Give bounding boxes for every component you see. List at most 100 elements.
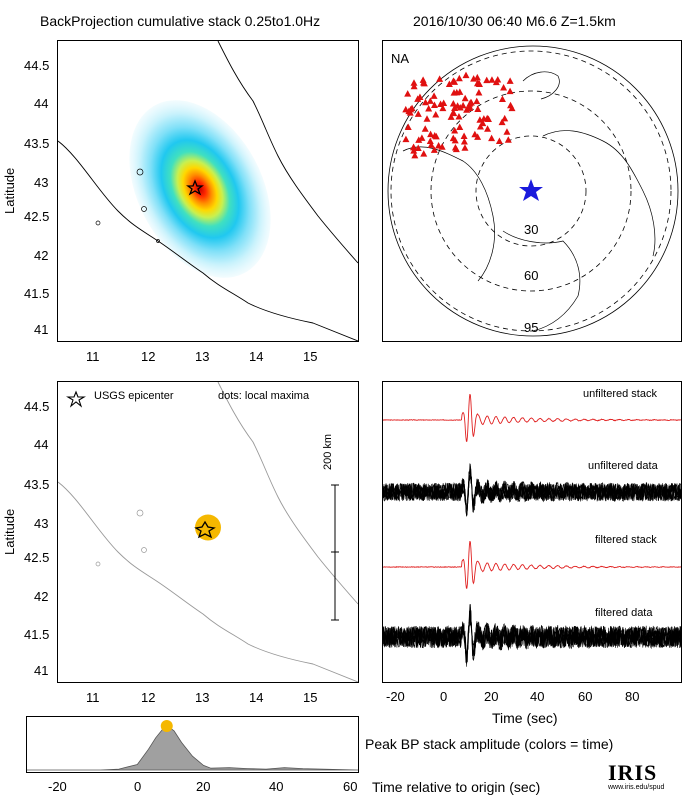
station-triangle-icon: [460, 138, 468, 145]
peak-caption: Peak BP stack amplitude (colors = time): [365, 736, 614, 752]
station-triangle-icon: [425, 104, 433, 112]
station-triangle-icon: [484, 125, 492, 132]
filtered-data-trace: [383, 608, 681, 664]
station-triangle-icon: [453, 88, 461, 96]
globe-outline: [387, 45, 679, 337]
station-triangle-icon: [427, 130, 435, 138]
station-triangle-icon: [451, 104, 459, 112]
peak-tick: 0: [134, 779, 142, 794]
upper-map-panel: [57, 40, 359, 342]
station-triangle-icon: [437, 100, 445, 107]
station-triangle-icon: [430, 92, 438, 99]
station-triangle-icon: [456, 104, 464, 111]
station-triangle-icon: [461, 144, 469, 151]
peak-tick: -20: [48, 779, 67, 794]
station-triangle-icon: [467, 98, 475, 106]
lon-tick: 11: [86, 349, 100, 364]
station-triangle-icon: [415, 136, 423, 143]
globe-map: [387, 45, 679, 337]
station-triangle-icon: [471, 130, 479, 138]
peak-marker: [160, 720, 173, 732]
time-tick: 20: [484, 689, 499, 704]
coastline-west: [58, 140, 358, 341]
station-triangle-icon: [470, 75, 478, 82]
station-triangle-icon: [430, 101, 438, 109]
lat-tick: 44.5: [24, 58, 50, 73]
station-triangle-icon: [488, 134, 496, 142]
station-triangle-icon: [439, 104, 447, 112]
trace-label: filtered stack: [595, 534, 657, 546]
lon-tick: 12: [141, 349, 156, 364]
station-triangle-icon: [501, 114, 509, 122]
lat-tick: 42.5: [24, 209, 50, 224]
peak-tick: 60: [343, 779, 358, 794]
lat-tick: 43: [34, 175, 49, 190]
station-triangle-icon: [410, 147, 418, 154]
trace-label: unfiltered stack: [583, 388, 657, 400]
station-triangle-icon: [414, 110, 422, 117]
distance-ring-60: [430, 90, 632, 292]
scale-label: 200 km: [322, 433, 334, 470]
station-triangle-icon: [500, 84, 508, 91]
legend-star-label: USGS epicenter: [94, 390, 174, 402]
lat-tick: 43.5: [24, 136, 50, 151]
logo-url: www.iris.edu/spud: [608, 784, 665, 791]
time-tick: 0: [440, 689, 448, 704]
lon-tick: 14: [249, 349, 264, 364]
lon-tick: 15: [303, 349, 318, 364]
station-triangle-icon: [421, 125, 429, 132]
coastline-east: [217, 41, 358, 264]
globe-epicenter-star-icon: [519, 179, 543, 201]
station-triangle-icon: [462, 71, 470, 79]
station-triangle-icon: [410, 79, 418, 86]
time-tick: 60: [578, 689, 593, 704]
filtered-data-trace: [383, 604, 681, 663]
time-xlabel: Time (sec): [492, 710, 558, 726]
station-triangle-icon: [506, 87, 514, 95]
lat-tick: 43: [34, 516, 49, 531]
station-triangle-icon: [420, 150, 428, 157]
station-triangle-icon: [460, 132, 468, 139]
station-triangle-icon: [432, 111, 440, 118]
epicenter-star-icon: [194, 520, 216, 539]
iris-logo: IRIS www.iris.edu/spud: [608, 760, 680, 796]
station-triangle-icon: [451, 136, 459, 144]
unfiltered-stack-trace: [383, 393, 681, 442]
chart-title: BackProjection cumulative stack 0.25to1.…: [40, 13, 321, 29]
lat-tick: 41.5: [24, 627, 50, 642]
station-triangle-icon: [473, 97, 481, 105]
logo-name: IRIS: [608, 760, 658, 785]
station-triangle-icon: [423, 115, 431, 122]
epicenter-star-icon: [186, 179, 204, 196]
lat-tick: 41.5: [24, 286, 50, 301]
station-triangle-icon: [411, 151, 419, 159]
station-triangle-icon: [410, 82, 418, 90]
unfiltered-data-trace: [383, 463, 681, 517]
station-triangle-icon: [445, 80, 453, 88]
ring-label: 30: [524, 222, 539, 237]
heatmap-map: [58, 41, 358, 341]
lat-tick: 44.5: [24, 399, 50, 414]
event-info: 2016/10/30 06:40 M6.6 Z=1.5km: [413, 13, 616, 29]
station-triangle-icon: [475, 80, 483, 87]
ring-label: 95: [524, 320, 539, 335]
coastline-east: [217, 382, 358, 605]
lat-tick: 43.5: [24, 477, 50, 492]
lon-tick: 12: [141, 690, 156, 705]
station-triangle-icon: [474, 105, 482, 112]
station-triangle-icon: [475, 88, 483, 96]
station-triangle-icon: [449, 77, 457, 84]
lat-tick: 44: [34, 96, 49, 111]
station-triangle-icon: [451, 126, 459, 134]
lon-tick: 13: [195, 349, 210, 364]
peak-panel: [26, 716, 359, 773]
distance-ring-95: [390, 50, 672, 332]
station-triangle-icon: [498, 95, 506, 103]
legend-star-icon: [66, 390, 86, 408]
globe-panel: NA 30 60 95: [382, 40, 682, 342]
station-triangle-icon: [402, 135, 410, 143]
station-triangle-icon: [409, 143, 417, 151]
station-triangle-icon: [404, 123, 412, 131]
station-triangle-icon: [466, 104, 474, 111]
station-triangle-icon: [447, 113, 455, 120]
